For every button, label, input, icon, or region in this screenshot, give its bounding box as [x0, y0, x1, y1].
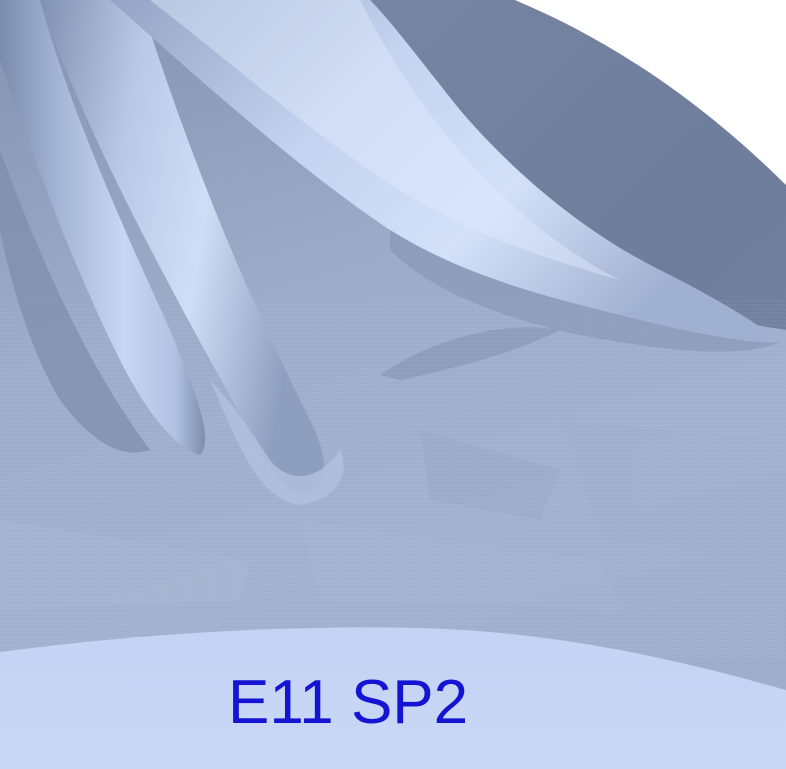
blade-center — [40, 0, 324, 495]
blade-center-fillet — [210, 380, 344, 505]
caption-label: E11 SP2 — [228, 668, 469, 737]
blade-right — [110, 0, 780, 343]
blade-right-highlight — [150, 0, 620, 280]
shroud-lip — [0, 627, 786, 769]
blade-left — [0, 0, 206, 455]
blade-right-fillet — [390, 230, 780, 352]
blade-left-shadow — [0, 150, 150, 453]
